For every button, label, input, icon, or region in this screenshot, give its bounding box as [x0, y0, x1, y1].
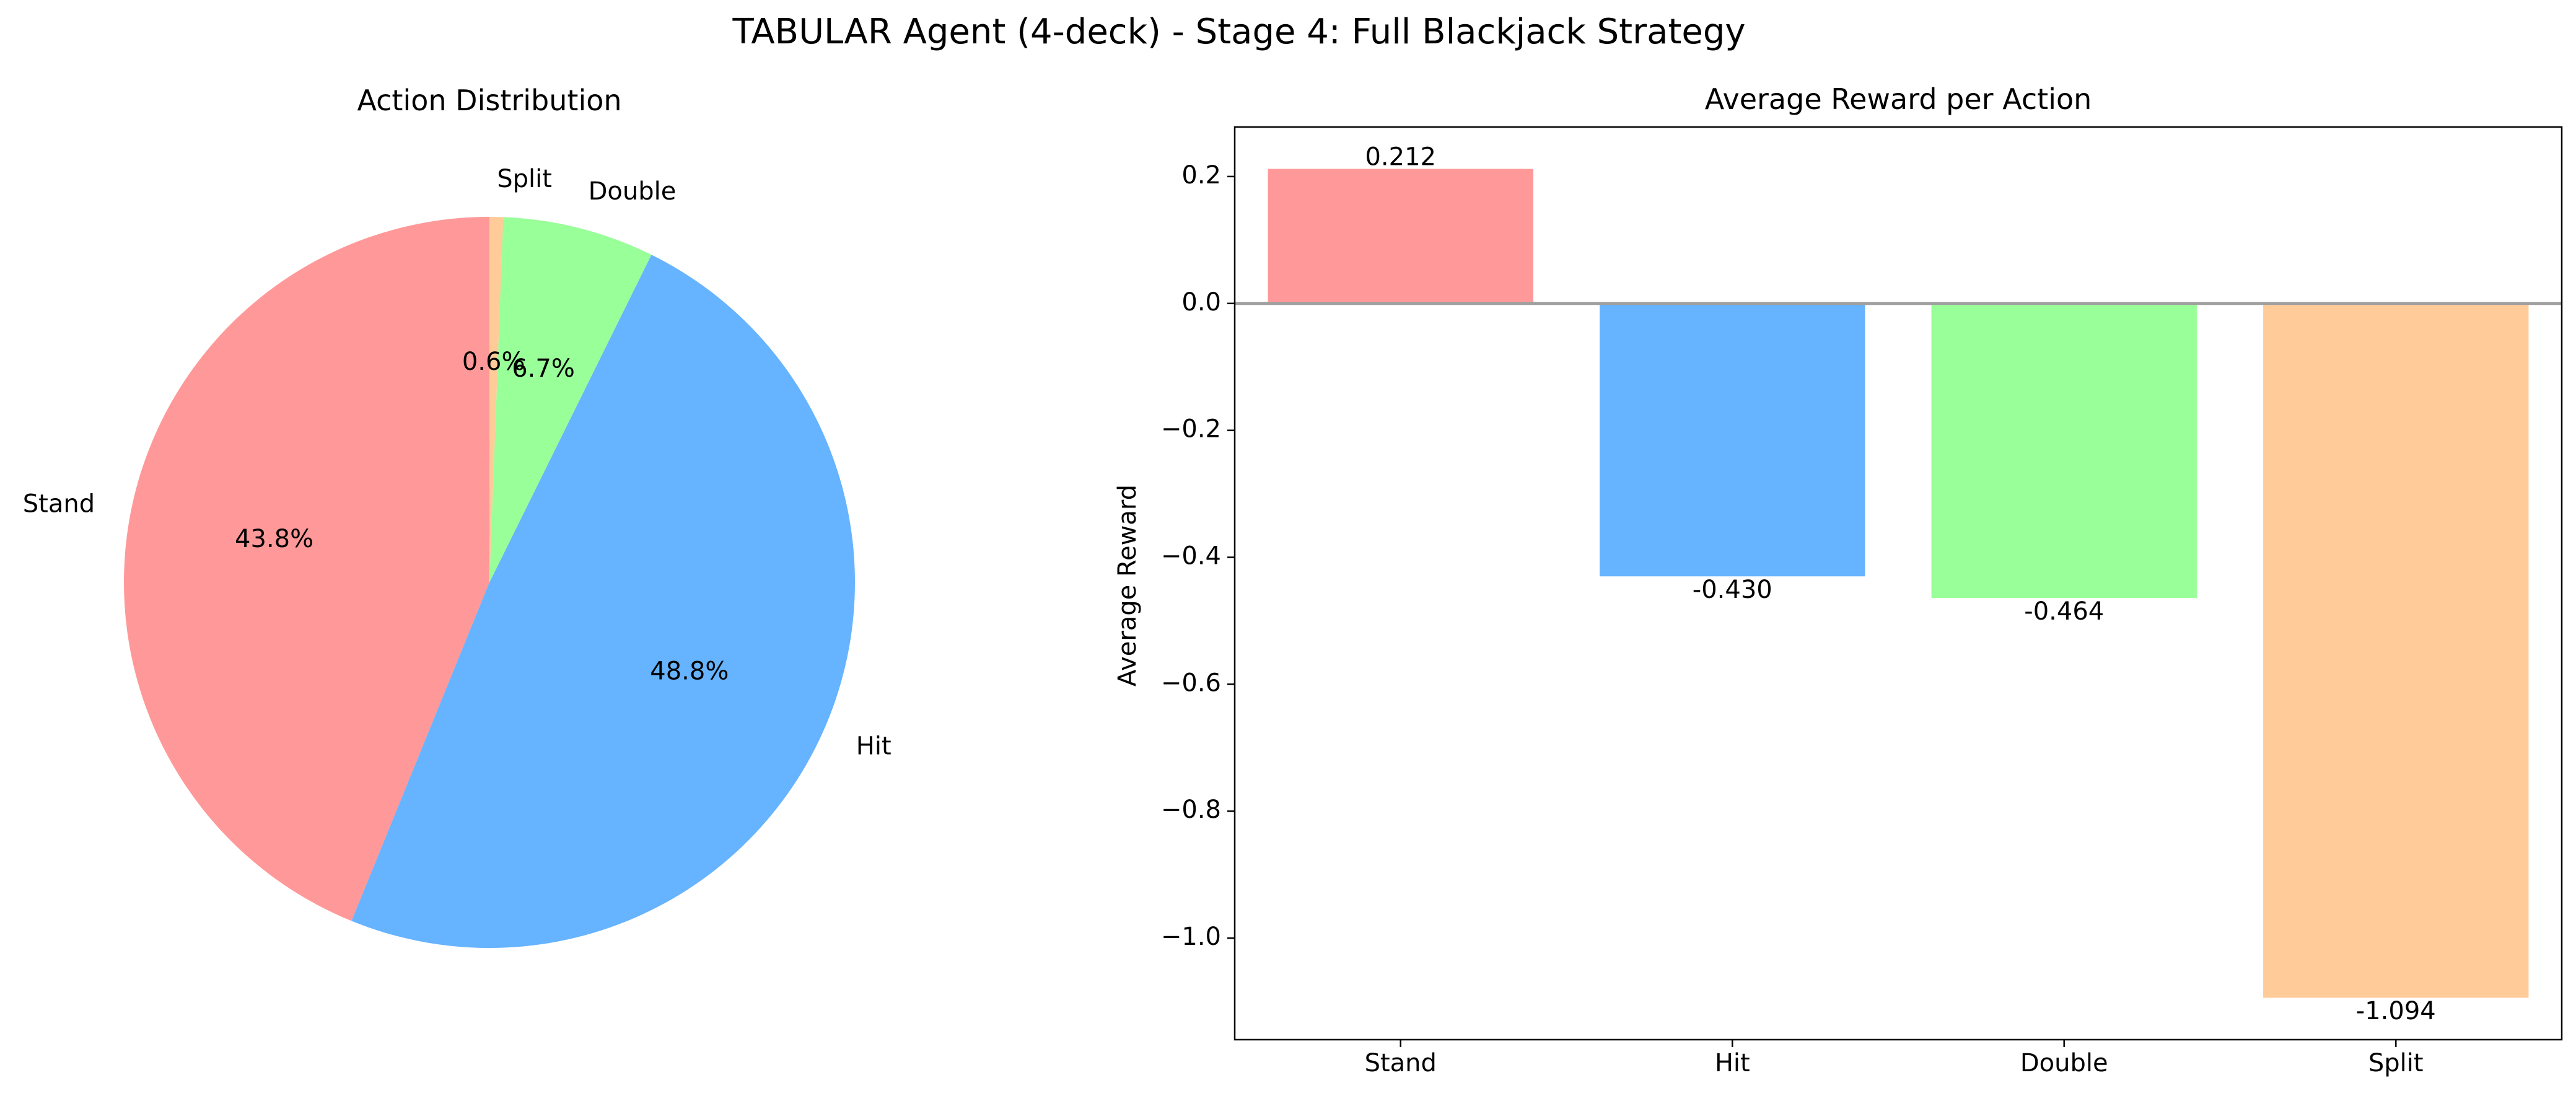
bar-stand [1268, 169, 1533, 304]
pie-pct-hit: 48.8% [650, 657, 729, 685]
x-tick-label-stand: Stand [1365, 1049, 1437, 1077]
y-tick-label: 0.0 [1181, 288, 1221, 317]
pie-label-split: Split [497, 165, 552, 193]
bar-value-label-split: -1.094 [2356, 997, 2436, 1025]
pie-slice-double [489, 217, 652, 582]
bar-split [2263, 303, 2529, 998]
pie-label-hit: Hit [856, 732, 892, 760]
bar-value-label-hit: -0.430 [1693, 576, 1772, 604]
y-tick-label: −0.2 [1161, 415, 1221, 444]
y-tick-label: 0.2 [1181, 161, 1221, 190]
pie-pct-double: 6.7% [512, 354, 575, 383]
bar-value-labels: 0.212 -0.430 -0.464 -1.094 [1365, 143, 2435, 1026]
pie-chart: Action Distribution Stand 43.8% Hit 48.8% Do… [23, 84, 892, 949]
bar-title: Average Reward per Action [1705, 82, 2092, 116]
bar-bars [1268, 169, 2529, 998]
pie-title: Action Distribution [357, 84, 621, 117]
bar-double [1931, 303, 2197, 599]
x-tick-label-split: Split [2368, 1049, 2424, 1077]
pie-pct-stand: 43.8% [235, 525, 313, 553]
y-tick-label: −0.8 [1161, 796, 1221, 824]
plot-frame [1233, 126, 2563, 1041]
pie-slice-stand [123, 217, 490, 921]
y-tick-label: −0.4 [1161, 542, 1221, 571]
pie-pct-split: 0.6% [462, 348, 525, 376]
x-tick-label-hit: Hit [1715, 1049, 1750, 1077]
x-tick-label-double: Double [2020, 1049, 2108, 1077]
pie-slice-hit [351, 255, 856, 949]
bar-chart: Average Reward per Action 0.212 -0.430 -0.… [1113, 82, 2563, 1077]
figure-title: TABULAR Agent (4-deck) - Stage 4: Full B… [732, 12, 1745, 52]
pie-slice-split [489, 217, 504, 582]
bar-hit [1600, 303, 1865, 577]
pie-slices [123, 217, 856, 949]
y-axis-label: Average Reward [1113, 485, 1142, 686]
bar-value-label-double: -0.464 [2024, 597, 2104, 626]
pie-labels: Stand 43.8% Hit 48.8% Double 6.7% Split 0.6% [23, 165, 892, 760]
y-tick-label: −1.0 [1161, 923, 1221, 951]
bar-value-label-stand: 0.212 [1365, 143, 1436, 172]
pie-label-double: Double [589, 177, 677, 206]
y-tick-label: −0.6 [1161, 669, 1221, 697]
pie-label-stand: Stand [23, 489, 95, 518]
bar-axes: Stand Hit Double Split 0.2 0.0 −0.2 −0.4 −0.6 −0.… [1161, 126, 2563, 1077]
